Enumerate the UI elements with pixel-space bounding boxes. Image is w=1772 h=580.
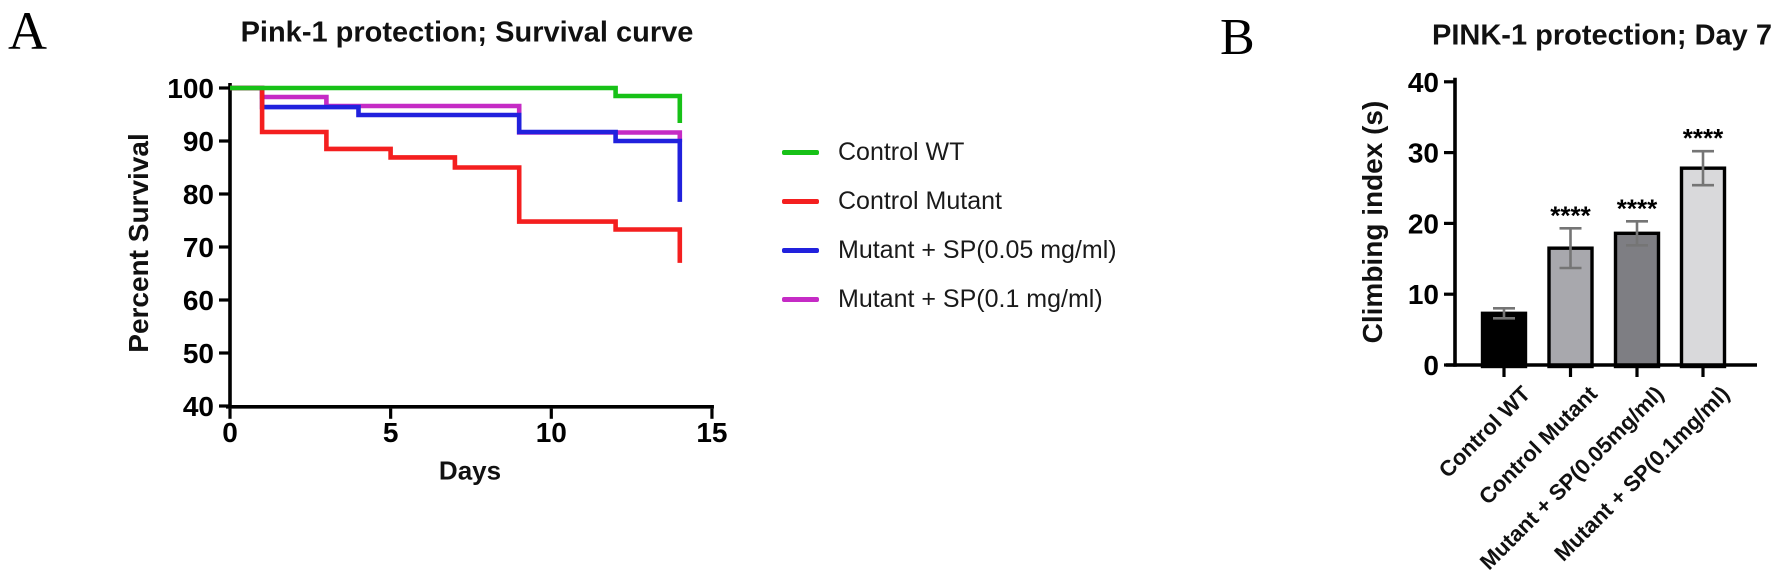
- panel-a-x-tick-label: 10: [536, 417, 567, 448]
- bar-control-wt: [1480, 311, 1528, 369]
- panel-b-y-axis-label: Climbing index (s): [1357, 100, 1388, 344]
- significance-stars: ****: [1683, 123, 1724, 153]
- legend-item-label: Control WT: [838, 138, 965, 166]
- significance-stars: ****: [1550, 200, 1591, 230]
- panel-a-x-tick-label: 5: [383, 417, 399, 448]
- legend-line-swatch: [782, 199, 819, 204]
- panel-b-label: B: [1220, 9, 1255, 66]
- panel-b-y-tick-label: 20: [1408, 208, 1439, 239]
- panel-b-y-tick-label: 30: [1408, 138, 1439, 169]
- legend-item-label: Control Mutant: [838, 187, 1002, 215]
- panel-b-title: PINK-1 protection; Day 7: [1432, 19, 1772, 52]
- panel-a-x-tick-label: 15: [696, 417, 727, 448]
- legend-item: Mutant + SP(0.05 mg/ml): [782, 226, 1117, 275]
- panel-a-y-tick-label: 60: [183, 285, 214, 316]
- panel-b-y-tick-label: 0: [1423, 350, 1439, 381]
- panel-a-x-axis-label: Days: [438, 455, 502, 486]
- panel-a-y-tick-label: 50: [183, 338, 214, 369]
- survival-curve-control-wt: [230, 85, 683, 123]
- survival-curve-control-mutant: [230, 85, 683, 263]
- bar-mutant-sp-0-1mg-ml: [1679, 166, 1727, 369]
- panel-a-y-tick-label: 70: [183, 232, 214, 263]
- panel-b-y-tick-label: 40: [1408, 67, 1439, 98]
- legend-item: Mutant + SP(0.1 mg/ml): [782, 275, 1117, 324]
- panel-a-y-tick-label: 40: [183, 391, 214, 422]
- panel-a-title: Pink-1 protection; Survival curve: [240, 16, 694, 49]
- legend-line-swatch: [782, 150, 819, 155]
- panel-a-y-axis-label: Percent Survival: [123, 133, 154, 353]
- panel-a-y-tick-label: 80: [183, 179, 214, 210]
- legend-item-label: Mutant + SP(0.1 mg/ml): [838, 285, 1103, 313]
- legend-line-swatch: [782, 248, 819, 253]
- survival-legend: Control WT Control Mutant Mutant + SP(0.05…: [782, 128, 1117, 324]
- legend-item: Control WT: [782, 128, 1117, 177]
- bar-mutant-sp-0-05mg-ml: [1613, 231, 1661, 369]
- legend-item-label: Mutant + SP(0.05 mg/ml): [838, 236, 1117, 264]
- panel-a-y-tick-label: 90: [183, 126, 214, 157]
- legend-line-swatch: [782, 297, 819, 302]
- panel-a-y-tick-label: 100: [167, 73, 214, 104]
- panel-a-x-tick-label: 0: [222, 417, 238, 448]
- significance-stars: ****: [1617, 193, 1658, 223]
- panel-b-y-tick-label: 10: [1408, 279, 1439, 310]
- panel-a-label: A: [8, 1, 47, 61]
- legend-item: Control Mutant: [782, 177, 1117, 226]
